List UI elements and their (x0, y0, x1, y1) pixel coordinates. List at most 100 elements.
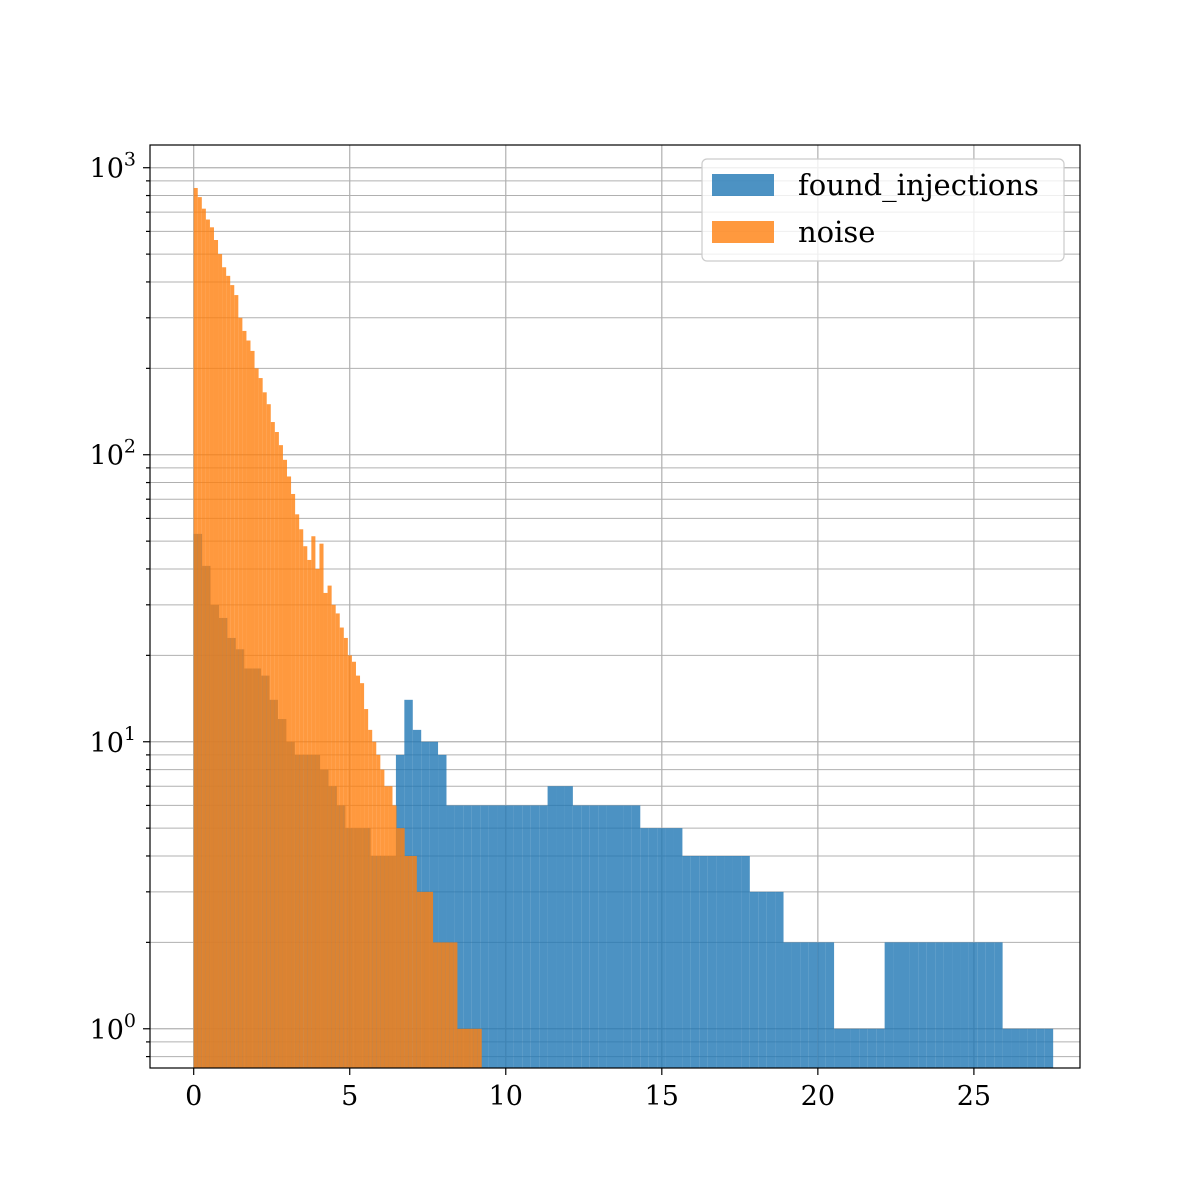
bar-noise (197, 197, 202, 1069)
bar-noise (473, 1028, 478, 1068)
bar-noise (250, 350, 255, 1068)
bar-noise (355, 675, 361, 1068)
bar-noise (319, 543, 324, 1068)
bar-noise (368, 729, 373, 1068)
bar-found-injections (690, 855, 700, 1068)
bar-found-injections (657, 828, 666, 1068)
bar-found-injections (454, 805, 464, 1068)
bar-noise (291, 493, 296, 1069)
bar-found-injections (572, 805, 582, 1068)
legend: found_injections noise (701, 158, 1065, 262)
bar-found-injections (488, 805, 498, 1068)
bar-found-injections (699, 855, 708, 1068)
legend-label-found-injections: found_injections (798, 168, 1039, 203)
bar-found-injections (968, 942, 978, 1068)
y-tick-label: 100 (90, 1010, 136, 1046)
bar-noise (376, 754, 381, 1068)
bar-found-injections (497, 805, 506, 1068)
bar-found-injections (631, 805, 641, 1068)
bar-found-injections (901, 942, 910, 1068)
bar-found-injections (834, 1028, 843, 1068)
bar-noise (408, 855, 413, 1068)
bar-noise (416, 891, 421, 1068)
bar-noise (396, 828, 401, 1068)
bar-noise (201, 208, 206, 1068)
bar-found-injections (926, 942, 936, 1068)
bar-found-injections (1044, 1028, 1054, 1068)
bar-found-injections (547, 786, 557, 1068)
bar-noise (193, 187, 198, 1068)
bar-noise (445, 942, 450, 1068)
bar-found-injections (623, 805, 632, 1068)
bar-noise (254, 368, 259, 1068)
bar-found-injections (977, 942, 986, 1068)
bar-noise (392, 805, 397, 1068)
bar-found-injections (960, 942, 969, 1068)
bar-noise (424, 891, 429, 1068)
bar-noise (360, 683, 365, 1068)
bar-found-injections (859, 1028, 868, 1068)
bar-noise (209, 227, 214, 1069)
bar-noise (311, 536, 316, 1068)
bar-noise (213, 240, 219, 1068)
bar-noise (262, 392, 267, 1068)
bar-found-injections (665, 828, 674, 1068)
bar-noise (400, 828, 405, 1068)
bar-found-injections (1019, 1028, 1028, 1068)
x-tick-label: 0 (185, 1081, 202, 1112)
bar-found-injections (884, 942, 894, 1068)
bar-found-injections (682, 855, 691, 1068)
x-tick-label: 10 (489, 1081, 523, 1112)
x-tick-label: 15 (645, 1081, 679, 1112)
bar-found-injections (505, 805, 514, 1068)
bar-found-injections (732, 855, 742, 1068)
bar-noise (380, 769, 385, 1068)
bar-found-injections (867, 1028, 877, 1068)
bar-noise (433, 942, 438, 1068)
bar-noise (230, 285, 235, 1068)
bar-found-injections (463, 805, 472, 1068)
bar-noise (299, 529, 304, 1068)
bar-noise (441, 942, 446, 1068)
bar-found-injections (530, 805, 540, 1068)
bar-noise (234, 295, 239, 1068)
bar-found-injections (775, 891, 784, 1068)
legend-label-noise: noise (798, 215, 875, 249)
bar-noise (331, 604, 336, 1068)
bar-noise (469, 1028, 474, 1068)
bar-noise (461, 1028, 466, 1068)
bar-noise (429, 891, 434, 1068)
bar-noise (218, 254, 223, 1069)
bar-found-injections (606, 805, 615, 1068)
bar-noise (282, 459, 288, 1068)
bar-found-injections (935, 942, 944, 1068)
x-tick-label: 20 (801, 1081, 835, 1112)
bar-noise (323, 592, 328, 1068)
bar-noise (420, 891, 425, 1068)
series-noise (193, 187, 482, 1069)
bar-found-injections (952, 942, 961, 1068)
bar-found-injections (539, 805, 548, 1068)
bar-found-injections (1011, 1028, 1020, 1068)
bar-noise (278, 445, 283, 1069)
bar-found-injections (808, 942, 818, 1068)
bar-found-injections (640, 828, 649, 1068)
bar-found-injections (429, 741, 439, 1068)
bar-found-injections (1027, 1028, 1037, 1068)
bar-noise (307, 559, 312, 1068)
bar-noise (258, 378, 263, 1068)
bar-noise (205, 219, 210, 1068)
bar-noise (351, 661, 356, 1068)
bar-found-injections (1002, 1028, 1012, 1068)
bar-found-injections (758, 891, 767, 1068)
bar-noise (270, 422, 275, 1069)
bar-noise (226, 275, 231, 1068)
bar-noise (238, 317, 243, 1069)
bar-found-injections (943, 942, 953, 1068)
bar-noise (315, 568, 320, 1068)
bar-found-injections (707, 855, 717, 1068)
bars (193, 187, 1054, 1069)
bar-noise (266, 404, 271, 1068)
bar-noise (449, 942, 454, 1068)
